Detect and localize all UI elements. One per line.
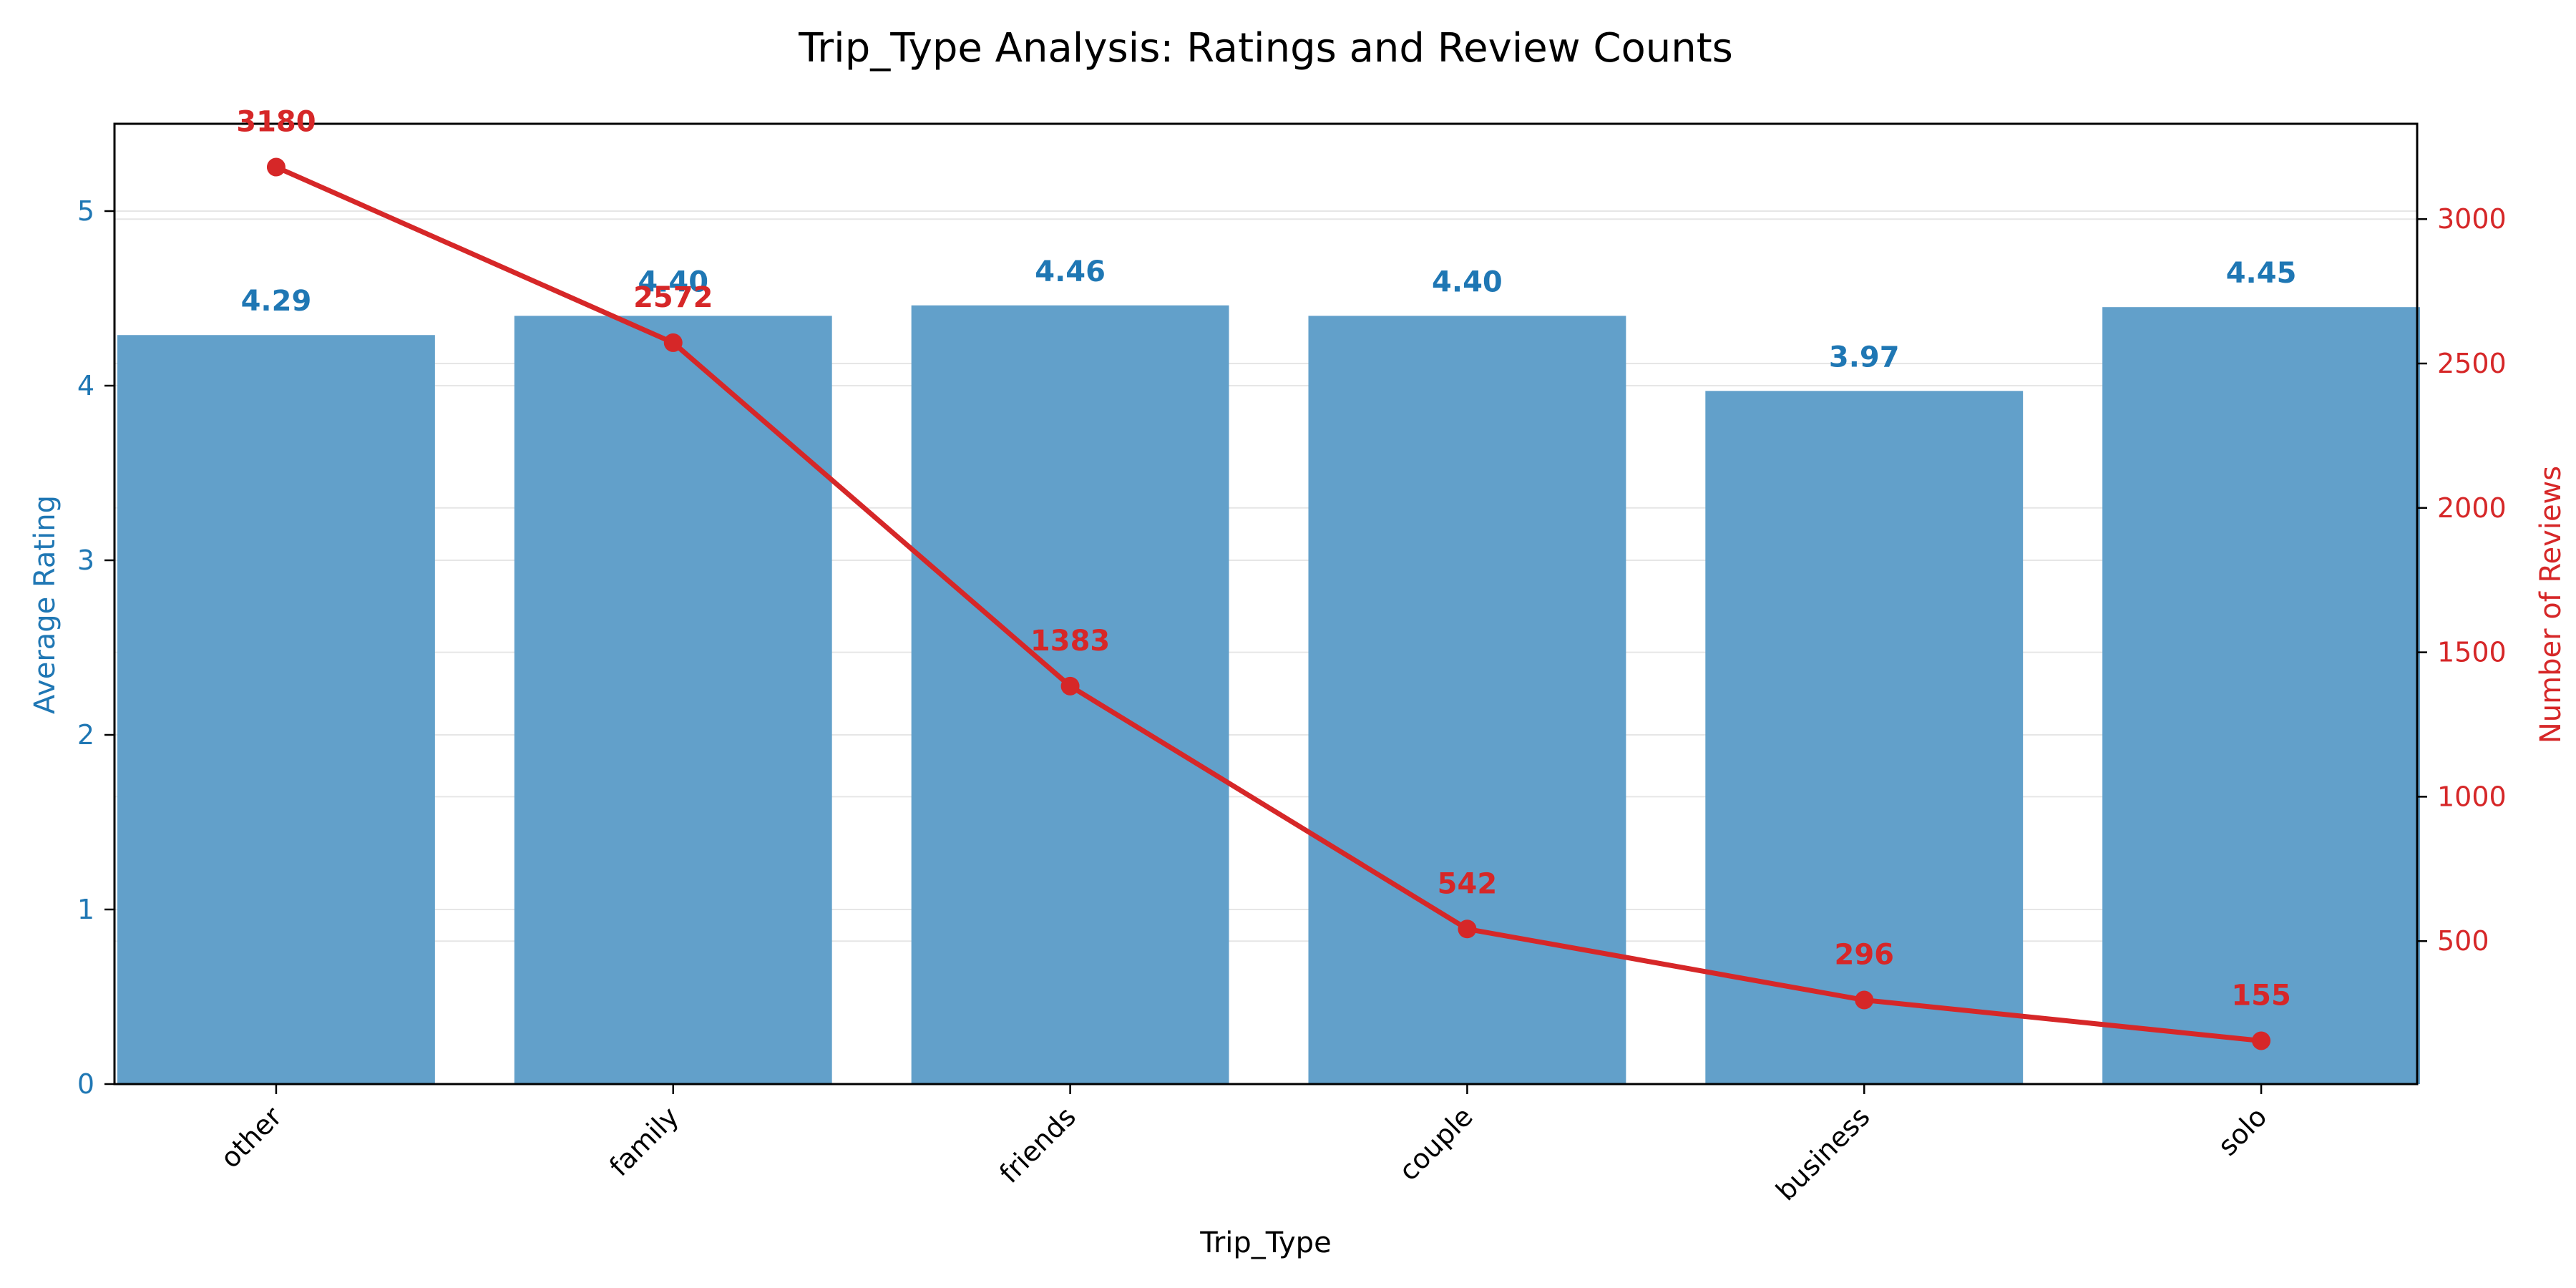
bar-value-label-friends: 4.46	[1035, 255, 1106, 288]
y-left-tick-label-5: 5	[77, 195, 94, 227]
grid-layer	[114, 210, 2417, 942]
y-right-tick-label-2000: 2000	[2437, 492, 2507, 524]
line-number-of-reviews	[275, 165, 2262, 1043]
bar-solo	[2102, 307, 2420, 1085]
y-right-tick-label-1000: 1000	[2437, 781, 2507, 812]
bar-couple	[1308, 316, 1626, 1084]
x-axis-label: Trip_Type	[1199, 1226, 1331, 1259]
line-point-solo	[2252, 1031, 2271, 1050]
bar-other	[117, 335, 435, 1084]
y-right-tick-label-1500: 1500	[2437, 637, 2507, 668]
y-right-tick-label-2500: 2500	[2437, 348, 2507, 379]
line-value-label-friends: 1383	[1030, 625, 1110, 658]
label-layer: 4.29 4.40 4.46 4.40 3.97 4.45 3180 2572 1383 542 2…	[236, 106, 2296, 1013]
plot-frame	[113, 122, 2419, 1085]
line-point-couple	[1458, 919, 1477, 939]
x-tick-label-solo: solo	[2212, 1101, 2273, 1161]
line-point-other	[266, 157, 286, 177]
bar-family	[514, 316, 832, 1084]
bar-layer	[117, 305, 2420, 1085]
bar-value-label-couple: 4.40	[1432, 265, 1503, 298]
line-point-friends	[1060, 676, 1080, 696]
y-left-tick-label-3: 3	[77, 545, 94, 576]
y-left-tick-label-4: 4	[77, 370, 94, 401]
x-tick-label-other: other	[215, 1101, 288, 1174]
y-axis-left-label: Average Rating	[29, 495, 62, 714]
y-left-tick-label-1: 1	[77, 894, 94, 925]
bar-value-label-family: 4.40	[638, 265, 708, 298]
bar-value-label-other: 4.29	[241, 285, 312, 318]
y-left-tick-label-0: 0	[77, 1068, 94, 1100]
x-tick-label-family: family	[603, 1101, 685, 1182]
y-axis-right-label: Number of Reviews	[2534, 466, 2567, 743]
y-left-tick-label-2: 2	[77, 719, 94, 751]
line-layer	[266, 157, 2271, 1050]
line-value-label-other: 3180	[236, 106, 316, 139]
y-right-tick-label-3000: 3000	[2437, 203, 2507, 235]
line-value-label-solo: 155	[2231, 979, 2291, 1012]
bar-value-label-business: 3.97	[1829, 341, 1900, 374]
line-point-family	[663, 333, 683, 352]
line-point-business	[1855, 990, 1874, 1010]
line-value-label-couple: 542	[1438, 867, 1498, 900]
chart-title: Trip_Type Analysis: Ratings and Review C…	[798, 25, 1733, 72]
x-tick-label-friends: friends	[993, 1101, 1082, 1189]
y-right-tick-label-500: 500	[2437, 925, 2489, 957]
line-value-label-business: 296	[1834, 939, 1894, 972]
bar-value-label-solo: 4.45	[2226, 257, 2297, 290]
x-tick-label-couple: couple	[1392, 1101, 1478, 1186]
x-tick-label-business: business	[1770, 1101, 1875, 1206]
line-value-label-family: 2572	[633, 281, 713, 314]
bar-business	[1705, 391, 2024, 1084]
